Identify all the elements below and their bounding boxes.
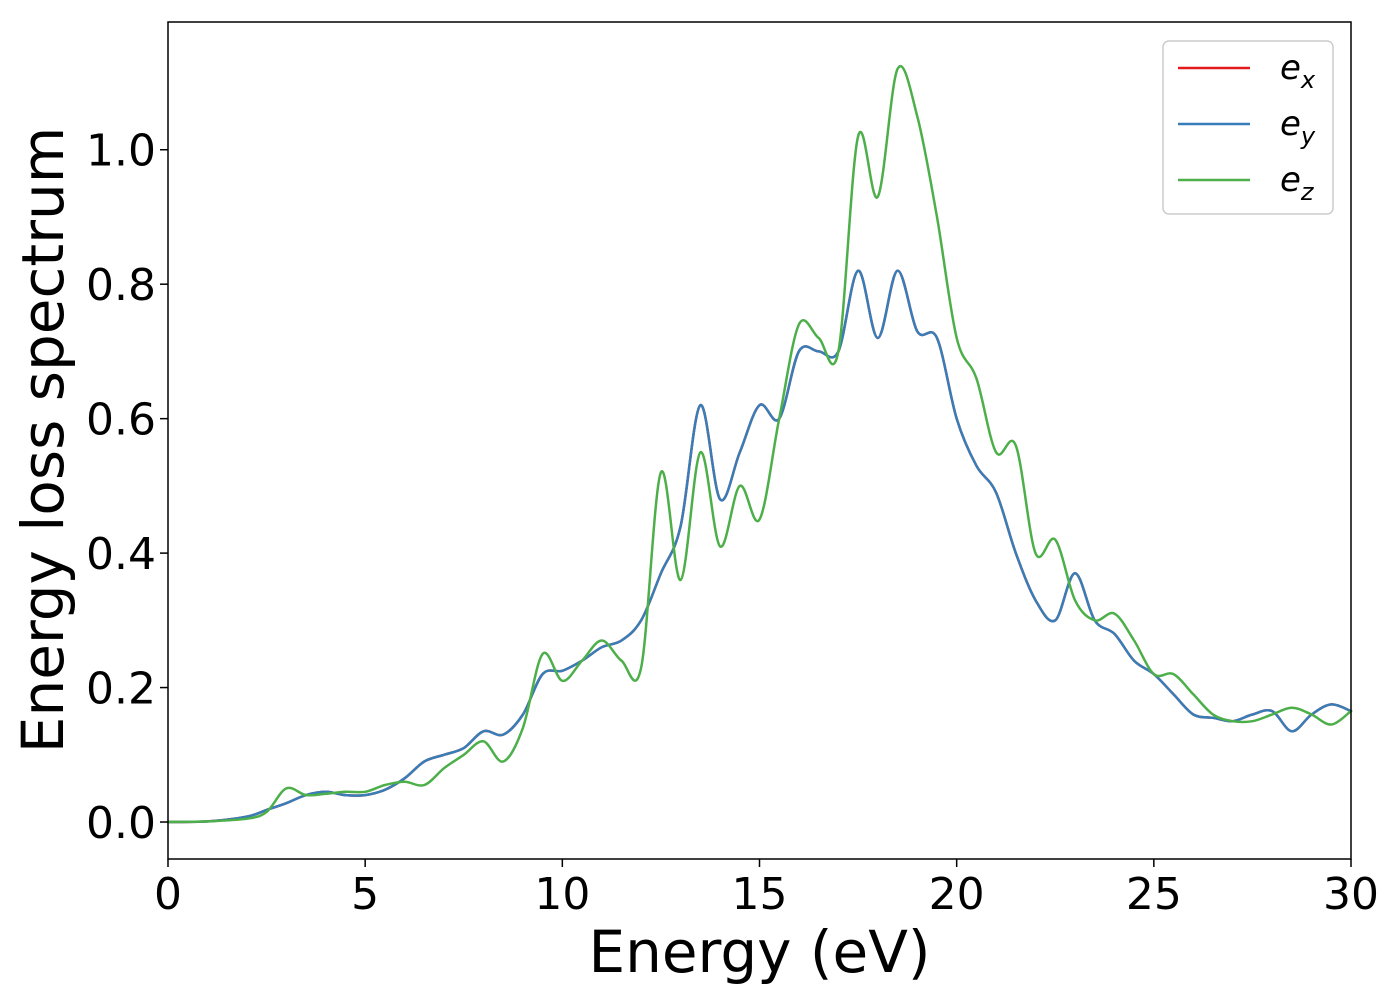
x-tick-label: 10 bbox=[534, 869, 590, 920]
series-lines bbox=[166, 65, 1353, 824]
y-axis-label: Energy loss spectrum bbox=[9, 127, 77, 753]
plot-background bbox=[168, 22, 1351, 859]
x-axis: 0 5 10 15 20 25 30 bbox=[154, 859, 1379, 920]
series-line-z bbox=[166, 65, 1353, 824]
legend-frame bbox=[1162, 40, 1334, 215]
x-tick-label: 15 bbox=[732, 869, 788, 920]
x-axis-label: Energy (eV) bbox=[588, 918, 930, 986]
y-tick-label: 1.0 bbox=[86, 126, 156, 177]
y-tick-label: 0.8 bbox=[86, 260, 156, 311]
x-tick-label: 5 bbox=[351, 869, 379, 920]
x-tick-label: 25 bbox=[1126, 869, 1182, 920]
x-tick-label: 30 bbox=[1323, 869, 1379, 920]
x-tick-label: 0 bbox=[154, 869, 182, 920]
y-axis: 0.0 0.2 0.4 0.6 0.8 1.0 bbox=[86, 126, 168, 849]
y-tick-label: 0.6 bbox=[86, 395, 156, 446]
y-tick-label: 0.2 bbox=[86, 664, 156, 715]
y-tick-label: 0.0 bbox=[86, 798, 156, 849]
x-tick-label: 20 bbox=[929, 869, 985, 920]
y-tick-label: 0.4 bbox=[86, 529, 156, 580]
